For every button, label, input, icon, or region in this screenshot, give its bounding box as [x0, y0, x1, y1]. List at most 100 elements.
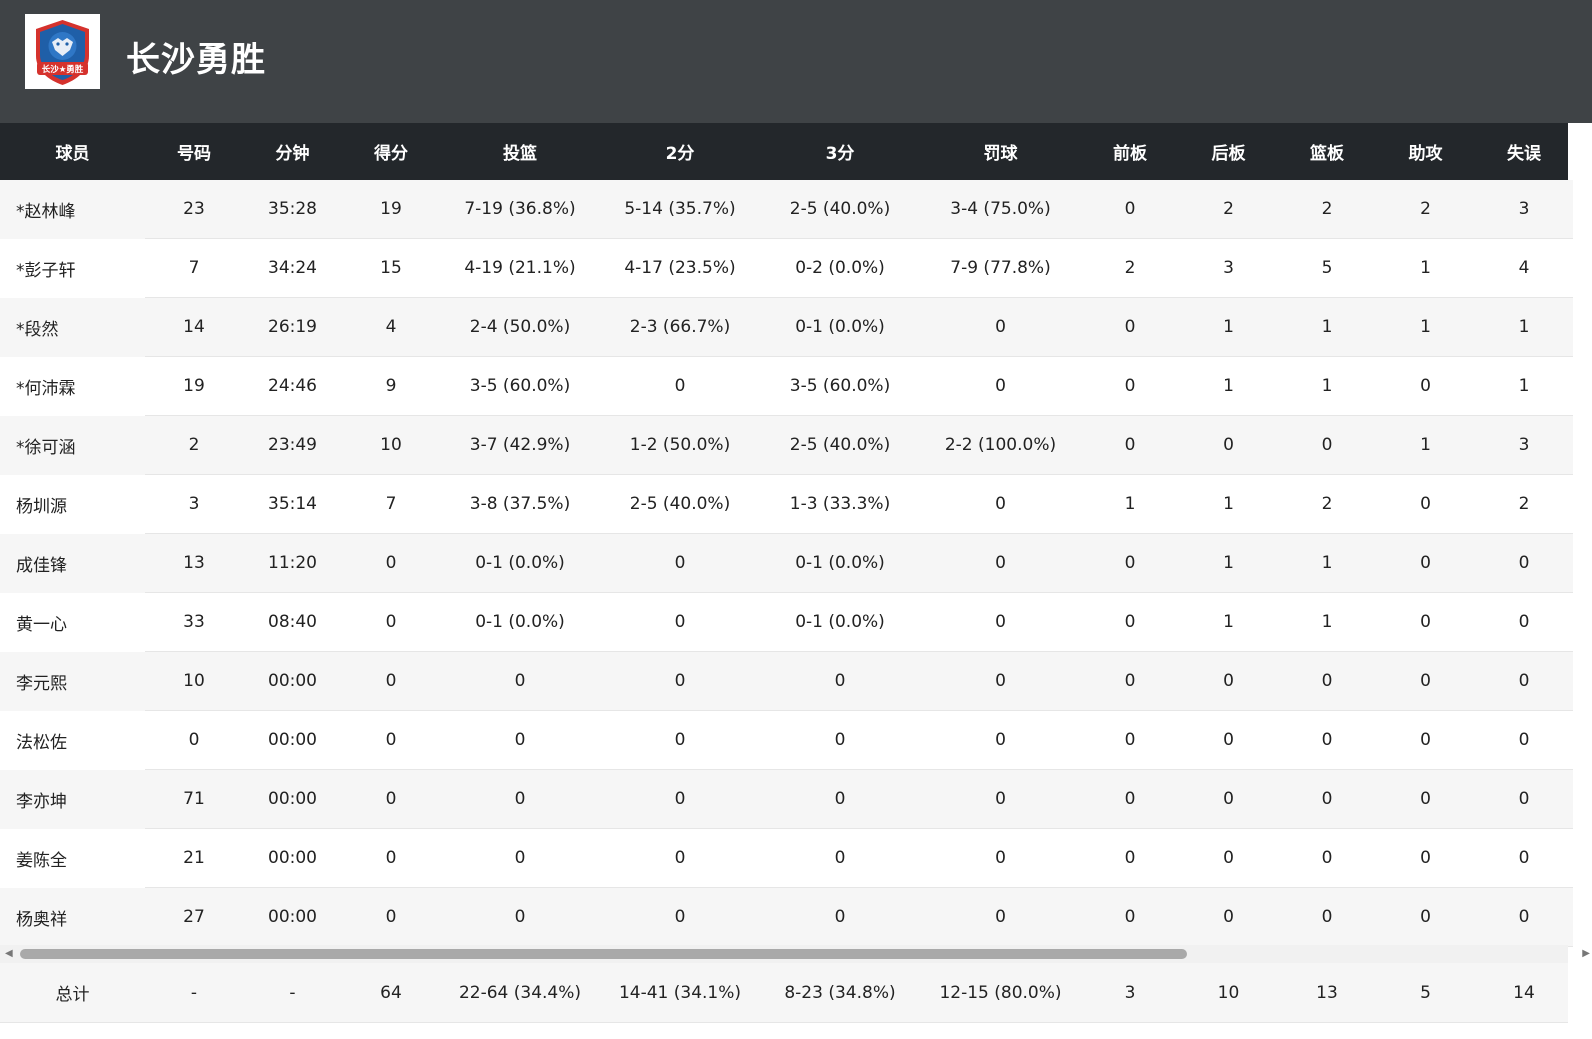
stat-two-pt: 0 — [600, 357, 760, 416]
stat-three-pt: 0 — [760, 770, 920, 829]
player-name: *赵林峰 — [0, 180, 145, 239]
stat-fg: 3-7 (42.9%) — [440, 416, 600, 475]
stat-number: 14 — [145, 298, 243, 357]
stat-tov: 0 — [1475, 770, 1573, 829]
column-header-ast: 助攻 — [1408, 144, 1443, 164]
stat-points: 0 — [342, 711, 440, 770]
scroll-left-icon[interactable]: ◀ — [5, 948, 13, 959]
stat-oreb: 0 — [1081, 652, 1179, 711]
stat-points: 19 — [342, 180, 440, 239]
stat-fg: 0 — [440, 711, 600, 770]
stat-three-pt: 0 — [760, 829, 920, 888]
stat-three-pt: 0 — [760, 711, 920, 770]
stat-minutes: 26:19 — [243, 298, 342, 357]
player-name: 成佳锋 — [0, 534, 145, 593]
stat-dreb: 1 — [1179, 357, 1278, 416]
stat-fg: 0-1 (0.0%) — [440, 593, 600, 652]
stat-ast: 1 — [1376, 239, 1475, 298]
total-reb: 13 — [1316, 982, 1338, 1003]
totals-row: 总计 - - 64 22-64 (34.4%) 14-41 (34.1%) 8-23 (34… — [0, 963, 1568, 1023]
stat-oreb: 0 — [1081, 357, 1179, 416]
stat-dreb: 0 — [1179, 652, 1278, 711]
stat-minutes: 11:20 — [243, 534, 342, 593]
player-name: *徐可涵 — [0, 416, 145, 475]
stat-reb: 5 — [1278, 239, 1376, 298]
stat-points: 9 — [342, 357, 440, 416]
total-dreb: 10 — [1217, 982, 1240, 1003]
stat-three-pt: 0-1 (0.0%) — [760, 534, 920, 593]
stat-points: 0 — [342, 652, 440, 711]
stat-three-pt: 2-5 (40.0%) — [760, 416, 920, 475]
total-ft: 12-15 (80.0%) — [939, 982, 1062, 1003]
stat-number: 71 — [145, 770, 243, 829]
stat-points: 0 — [342, 829, 440, 888]
stat-fg: 0 — [440, 888, 600, 947]
stat-ast: 0 — [1376, 829, 1475, 888]
stat-ast: 0 — [1376, 357, 1475, 416]
stat-dreb: 0 — [1179, 711, 1278, 770]
team-logo: 长沙★勇胜 — [25, 14, 100, 89]
stat-tov: 0 — [1475, 888, 1573, 947]
team-header: 长沙★勇胜 长沙勇胜 — [0, 0, 1592, 123]
stat-three-pt: 3-5 (60.0%) — [760, 357, 920, 416]
total-three-pt: 8-23 (34.8%) — [784, 982, 896, 1003]
stat-oreb: 2 — [1081, 239, 1179, 298]
stat-tov: 0 — [1475, 593, 1573, 652]
stat-reb: 2 — [1278, 475, 1376, 534]
stat-dreb: 1 — [1179, 475, 1278, 534]
stat-minutes: 00:00 — [243, 829, 342, 888]
column-header-two-pt: 2分 — [665, 144, 695, 164]
stat-two-pt: 0 — [600, 534, 760, 593]
total-points: 64 — [380, 982, 402, 1003]
stat-two-pt: 5-14 (35.7%) — [600, 180, 760, 239]
stat-ft: 0 — [920, 711, 1081, 770]
stat-oreb: 0 — [1081, 416, 1179, 475]
player-name: 杨奥祥 — [0, 888, 145, 947]
stat-number: 33 — [145, 593, 243, 652]
total-fg: 22-64 (34.4%) — [458, 982, 582, 1003]
stat-oreb: 0 — [1081, 298, 1179, 357]
stat-tov: 0 — [1475, 711, 1573, 770]
stat-minutes: 00:00 — [243, 652, 342, 711]
stat-minutes: 00:00 — [243, 770, 342, 829]
stat-ft: 0 — [920, 888, 1081, 947]
column-header-points: 得分 — [374, 144, 408, 164]
stat-tov: 1 — [1475, 298, 1573, 357]
stat-minutes: 24:46 — [243, 357, 342, 416]
horizontal-scrollbar[interactable]: ◀ ▶ — [0, 945, 1590, 963]
stat-reb: 0 — [1278, 416, 1376, 475]
stat-number: 23 — [145, 180, 243, 239]
player-name: *何沛霖 — [0, 357, 145, 416]
stat-ft: 0 — [920, 357, 1081, 416]
total-number: - — [190, 982, 198, 1003]
stat-tov: 3 — [1475, 180, 1573, 239]
stat-fg: 0 — [440, 770, 600, 829]
stat-ast: 0 — [1376, 888, 1475, 947]
stat-ft: 0 — [920, 593, 1081, 652]
stat-ft: 0 — [920, 829, 1081, 888]
scroll-right-icon[interactable]: ▶ — [1582, 948, 1590, 959]
stat-number: 21 — [145, 829, 243, 888]
stat-ast: 0 — [1376, 593, 1475, 652]
stat-two-pt: 0 — [600, 652, 760, 711]
column-header-ft: 罚球 — [983, 144, 1018, 164]
stat-points: 10 — [342, 416, 440, 475]
stat-minutes: 08:40 — [243, 593, 342, 652]
stat-three-pt: 0-1 (0.0%) — [760, 298, 920, 357]
stat-three-pt: 0 — [760, 652, 920, 711]
player-name: 杨圳源 — [0, 475, 145, 534]
stat-oreb: 1 — [1081, 475, 1179, 534]
stat-fg: 3-5 (60.0%) — [440, 357, 600, 416]
logo-text: 长沙★勇胜 — [42, 64, 84, 75]
stat-oreb: 0 — [1081, 593, 1179, 652]
stat-two-pt: 0 — [600, 593, 760, 652]
total-oreb: 3 — [1124, 982, 1136, 1003]
scrollbar-thumb[interactable] — [20, 949, 1187, 959]
stat-reb: 0 — [1278, 888, 1376, 947]
table-header: 球员 号码 分钟 得分 投篮 2分 3分 罚球 前板 后板 篮板 助攻 失误 — [0, 123, 1568, 180]
stat-fg: 7-19 (36.8%) — [440, 180, 600, 239]
stat-reb: 0 — [1278, 711, 1376, 770]
column-header-oreb: 前板 — [1113, 144, 1147, 164]
total-minutes: - — [289, 982, 296, 1003]
stat-two-pt: 2-5 (40.0%) — [600, 475, 760, 534]
